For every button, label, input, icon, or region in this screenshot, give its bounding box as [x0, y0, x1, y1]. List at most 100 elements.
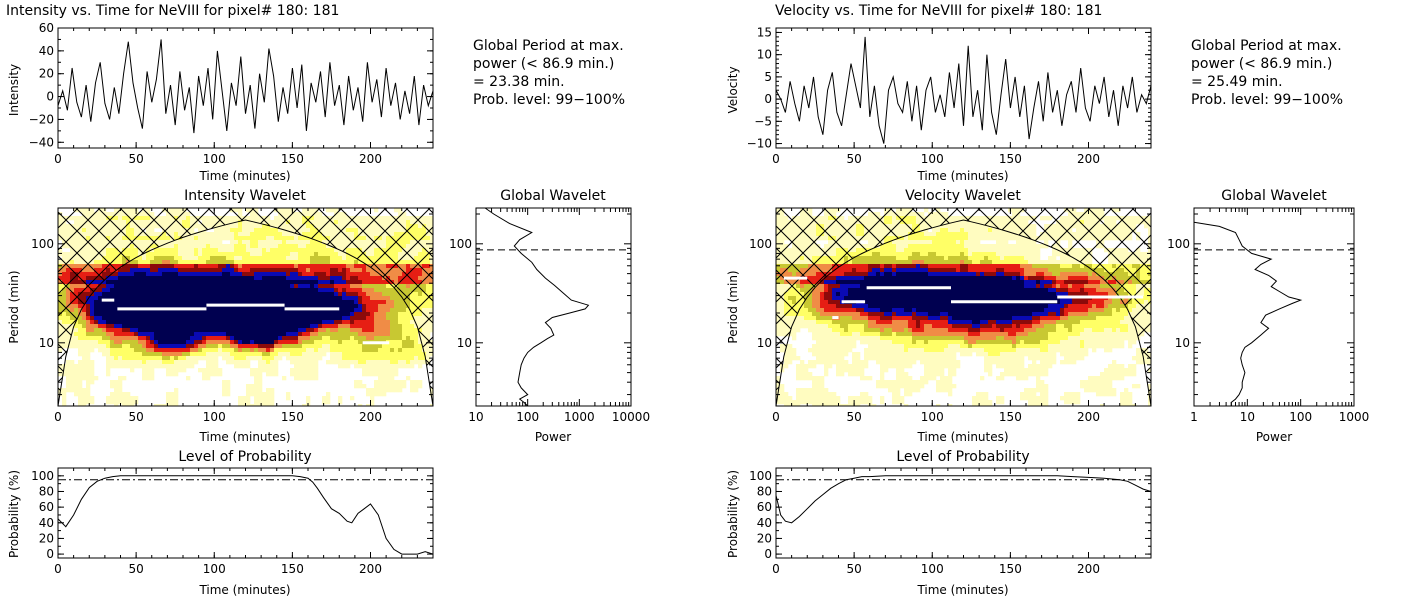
- intensity-wavelet-cell: [254, 308, 259, 313]
- intensity-wavelet-cell: [266, 240, 271, 245]
- intensity-wavelet-cell: [222, 388, 227, 393]
- intensity-wavelet-cell: [254, 312, 259, 317]
- intensity-wavelet-cell: [290, 324, 295, 329]
- intensity-wavelet-cell: [346, 304, 351, 309]
- intensity-wavelet-cell: [110, 348, 115, 353]
- velocity-wavelet-cell: [944, 228, 949, 233]
- intensity-wavelet-cell: [226, 340, 231, 345]
- intensity-wavelet-cell: [310, 340, 315, 345]
- intensity-wavelet-cell: [110, 296, 115, 301]
- velocity-wavelet-cell: [956, 220, 961, 225]
- intensity-wavelet-cell: [310, 272, 315, 277]
- intensity-wavelet-cell: [398, 384, 403, 389]
- intensity-wavelet-cell: [398, 380, 403, 385]
- intensity-wavelet-cell: [250, 320, 255, 325]
- intensity-wavelet-cell: [270, 328, 275, 333]
- intensity-wavelet-cell: [266, 252, 271, 257]
- intensity-wavelet-cell: [338, 316, 343, 321]
- intensity-wavelet-cell: [238, 248, 243, 253]
- velocity-wavelet-cell: [932, 252, 937, 257]
- intensity-wavelet-cell: [194, 252, 199, 257]
- intensity-wavelet-cell: [394, 300, 399, 305]
- intensity-wavelet-cell: [258, 388, 263, 393]
- intensity-wavelet-cell: [130, 348, 135, 353]
- intensity-wavelet-cell: [142, 288, 147, 293]
- intensity-wavelet-cell: [406, 360, 411, 365]
- intensity-wavelet-cell: [322, 252, 327, 257]
- intensity-wavelet-cell: [190, 320, 195, 325]
- velocity-wavelet-cell: [924, 232, 929, 237]
- velocity-wavelet-cell: [856, 260, 861, 265]
- intensity-wavelet-cell: [214, 256, 219, 261]
- intensity-wavelet-cell: [242, 252, 247, 257]
- intensity-wavelet-cell: [354, 324, 359, 329]
- velocity-wavelet-cell: [904, 248, 909, 253]
- left-series-title: Intensity vs. Time for NeVIII for pixel#…: [6, 3, 339, 19]
- intensity-wavelet-cell: [286, 276, 291, 281]
- intensity-wavelet-cell: [342, 348, 347, 353]
- intensity-wavelet-cell: [222, 280, 227, 285]
- intensity-wavelet-cell: [118, 344, 123, 349]
- intensity-wavelet-cell: [182, 276, 187, 281]
- intensity-wavelet-cell: [174, 340, 179, 345]
- intensity-wavelet-cell: [122, 268, 127, 273]
- intensity-wavelet-cell: [234, 272, 239, 277]
- intensity-wavelet-cell: [94, 376, 99, 381]
- velocity-wavelet-cell: [896, 260, 901, 265]
- intensity-wavelet-cell: [170, 344, 175, 349]
- intensity-wavelet-cell: [126, 268, 131, 273]
- intensity-wavelet-cell: [310, 312, 315, 317]
- intensity-wavelet-cell: [118, 352, 123, 357]
- velocity-wavelet-cell: [892, 260, 897, 265]
- intensity-wavelet-cell: [274, 236, 279, 241]
- intensity-wavelet-cell: [266, 352, 271, 357]
- intensity-wavelet-cell: [126, 348, 131, 353]
- intensity-wavelet-cell: [178, 340, 183, 345]
- velocity-wavelet-cell: [952, 260, 957, 265]
- intensity-wavelet-cell: [382, 304, 387, 309]
- intensity-wavelet-cell: [250, 280, 255, 285]
- intensity-wavelet-cell: [82, 332, 87, 337]
- intensity-wavelet-cell: [210, 360, 215, 365]
- velocity-wavelet-cell: [960, 224, 965, 229]
- intensity-wavelet-cell: [346, 300, 351, 305]
- intensity-wavelet-cell: [134, 340, 139, 345]
- intensity-wavelet-cell: [294, 268, 299, 273]
- intensity-wavelet-cell: [290, 240, 295, 245]
- intensity-wavelet-cell: [302, 336, 307, 341]
- intensity-wavelet-cell: [262, 288, 267, 293]
- intensity-wavelet-cell: [370, 316, 375, 321]
- intensity-wavelet-cell: [258, 372, 263, 377]
- velocity-wavelet-cell: [884, 252, 889, 257]
- intensity-wavelet-cell: [298, 340, 303, 345]
- intensity-wavelet-cell: [178, 284, 183, 289]
- intensity-wavelet-cell: [354, 380, 359, 385]
- intensity-wavelet-cell: [334, 356, 339, 361]
- velocity-wavelet-cell: [904, 240, 909, 245]
- intensity-wavelet-cell: [106, 276, 111, 281]
- intensity-wavelet-cell: [386, 364, 391, 369]
- intensity-wavelet-cell: [70, 344, 75, 349]
- intensity-wavelet-cell: [170, 280, 175, 285]
- intensity-wavelet-cell: [242, 336, 247, 341]
- intensity-wavelet-cell: [130, 340, 135, 345]
- intensity-wavelet-cell: [110, 316, 115, 321]
- intensity-wavelet-cell: [130, 268, 135, 273]
- intensity-wavelet-cell: [370, 336, 375, 341]
- velocity-wavelet-cell: [1032, 240, 1037, 245]
- velocity-wavelet-cell: [900, 252, 905, 257]
- intensity-wavelet-cell: [250, 248, 255, 253]
- intensity-wavelet-cell: [102, 348, 107, 353]
- intensity-wavelet-cell: [374, 308, 379, 313]
- intensity-wavelet-cell: [378, 380, 383, 385]
- intensity-wavelet-cell: [346, 320, 351, 325]
- intensity-wavelet-cell: [334, 328, 339, 333]
- intensity-wavelet-cell: [294, 328, 299, 333]
- intensity-wavelet-cell: [322, 344, 327, 349]
- intensity-wavelet-cell: [186, 268, 191, 273]
- intensity-wavelet-cell: [326, 396, 331, 401]
- intensity-wavelet-cell: [274, 272, 279, 277]
- velocity-wavelet-cell: [972, 260, 977, 265]
- intensity-wavelet-cell: [378, 328, 383, 333]
- velocity-wavelet-cell: [960, 220, 965, 225]
